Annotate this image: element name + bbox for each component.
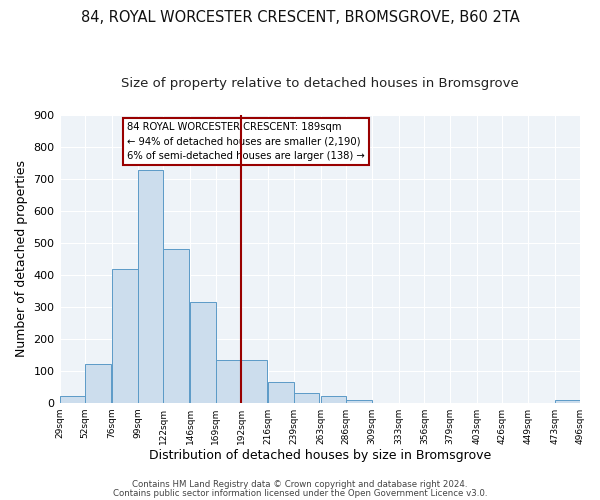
- Text: 84, ROYAL WORCESTER CRESCENT, BROMSGROVE, B60 2TA: 84, ROYAL WORCESTER CRESCENT, BROMSGROVE…: [80, 10, 520, 25]
- Bar: [294, 393, 319, 402]
- Bar: [163, 250, 189, 402]
- Bar: [112, 268, 137, 402]
- Bar: [555, 400, 581, 402]
- Y-axis label: Number of detached properties: Number of detached properties: [15, 160, 28, 358]
- Text: Contains public sector information licensed under the Open Government Licence v3: Contains public sector information licen…: [113, 488, 487, 498]
- Bar: [320, 396, 346, 402]
- Bar: [241, 360, 267, 403]
- Bar: [85, 364, 111, 403]
- Bar: [190, 302, 216, 402]
- Bar: [137, 170, 163, 402]
- Bar: [268, 382, 294, 402]
- Bar: [346, 400, 372, 402]
- Title: Size of property relative to detached houses in Bromsgrove: Size of property relative to detached ho…: [121, 78, 519, 90]
- Bar: [216, 360, 241, 403]
- X-axis label: Distribution of detached houses by size in Bromsgrove: Distribution of detached houses by size …: [149, 450, 491, 462]
- Bar: [59, 396, 85, 402]
- Text: 84 ROYAL WORCESTER CRESCENT: 189sqm
← 94% of detached houses are smaller (2,190): 84 ROYAL WORCESTER CRESCENT: 189sqm ← 94…: [127, 122, 365, 162]
- Text: Contains HM Land Registry data © Crown copyright and database right 2024.: Contains HM Land Registry data © Crown c…: [132, 480, 468, 489]
